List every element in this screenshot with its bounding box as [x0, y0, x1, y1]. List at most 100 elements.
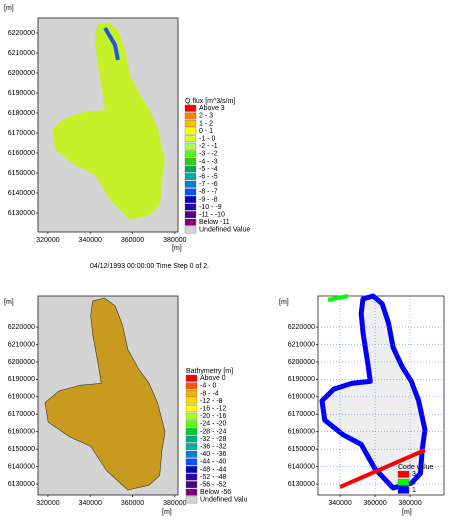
y-tick-label: 6170000	[8, 411, 35, 418]
legend-swatch	[185, 420, 198, 428]
x-tick-label: 360000	[121, 500, 144, 507]
legend-label: Undefined Value	[199, 227, 250, 234]
domain-shape	[52, 22, 165, 220]
x-tick-label: 360000	[121, 237, 144, 244]
legend-swatch	[185, 450, 198, 458]
y-tick-label: 6210000	[8, 341, 35, 348]
domain-shape	[319, 293, 428, 491]
x-axis-label: [m]	[162, 509, 172, 516]
legend-swatch	[184, 135, 197, 143]
legend-label: 2 - 3	[199, 113, 213, 120]
legend-label: 2	[412, 479, 416, 486]
y-tick-label: 6200000	[288, 359, 315, 366]
x-axis-label: [m]	[172, 245, 182, 252]
legend-title: Bathymetry [m]	[186, 368, 233, 375]
legend-swatch	[185, 443, 198, 451]
legend-swatch	[184, 142, 197, 150]
boundary-code-2	[327, 294, 349, 302]
legend-swatch	[184, 150, 197, 158]
legend-label: Above 0	[200, 375, 226, 382]
legend-swatch	[185, 382, 198, 390]
y-tick-label: 6150000	[288, 446, 315, 453]
legend-swatch	[397, 486, 410, 494]
legend-label: -44 - -40	[200, 459, 227, 466]
y-tick-label: 6140000	[8, 190, 35, 197]
legend-label: -12 - -8	[200, 398, 223, 405]
y-tick-label: 6190000	[8, 90, 35, 97]
legend-swatch	[185, 390, 198, 397]
y-tick-label: 6180000	[8, 394, 35, 401]
y-tick-label: 6220000	[8, 324, 35, 331]
legend-label: -4 - -3	[199, 158, 218, 165]
x-tick-label: 360000	[363, 500, 386, 507]
legend-label: -8 - -4	[200, 390, 219, 397]
legend-swatch	[184, 196, 197, 203]
domain-shape	[44, 297, 166, 491]
y-tick-label: 6170000	[8, 130, 35, 137]
legend-title: Q flux [m^3/s/m]	[185, 98, 235, 105]
legend-swatch	[184, 158, 197, 165]
x-tick-label: 320000	[36, 237, 59, 244]
legend-label: -7 - -6	[199, 181, 218, 188]
legend-label: -20 - -16	[200, 413, 227, 420]
legend-label: 0 - 1	[199, 128, 213, 135]
x-tick-label: 380000	[163, 237, 186, 244]
legend-label: -52 - -48	[200, 474, 227, 481]
legend-swatch	[185, 458, 198, 466]
legend-label: -11 - -10	[199, 212, 225, 219]
legend-swatch	[185, 481, 198, 489]
legend-swatch	[185, 466, 198, 473]
y-tick-label: 6150000	[8, 446, 35, 453]
legend-label: -8 - -7	[199, 189, 218, 196]
y-axis-label: [m]	[4, 5, 14, 12]
legend-swatch	[397, 478, 410, 486]
y-tick-label: 6190000	[288, 376, 315, 383]
legend-label: -6 - -5	[199, 174, 218, 181]
legend-label: Above 3	[199, 105, 225, 112]
legend-swatch	[184, 188, 197, 196]
x-tick-label: 340000	[328, 500, 351, 507]
caption: 04/12/1993 00:00:00 Time Step 0 of 2.	[90, 263, 209, 270]
legend-label: -40 - -36	[200, 451, 227, 458]
y-tick-label: 6130000	[8, 210, 35, 217]
legend-swatch	[185, 428, 198, 435]
legend-label: -36 - -32	[200, 444, 227, 451]
x-tick-label: 380000	[163, 500, 186, 507]
legend-swatch	[185, 397, 198, 405]
y-tick-label: 6180000	[8, 110, 35, 117]
legend-swatch	[185, 496, 198, 504]
legend-swatch	[184, 180, 197, 188]
legend-swatch	[397, 470, 410, 478]
legend-swatch	[184, 104, 197, 112]
boundary-code-3	[339, 448, 426, 489]
legend-swatch	[184, 127, 197, 135]
legend-label: Below -11	[199, 219, 230, 226]
y-tick-label: 6160000	[8, 150, 35, 157]
legend-label: -56 - -52	[200, 482, 227, 489]
x-tick-label: 340000	[79, 237, 102, 244]
legend-swatch	[185, 435, 198, 443]
legend-label: -48 - -44	[200, 466, 227, 473]
legend-label: -5 - -4	[199, 166, 218, 173]
channel	[103, 26, 120, 61]
legend-swatch	[185, 488, 198, 496]
y-axis-label: [m]	[279, 299, 289, 306]
legend-label: 1	[412, 487, 416, 494]
y-tick-label: 6200000	[8, 359, 35, 366]
legend-label: Undefined Valu	[200, 497, 247, 504]
y-tick-label: 6150000	[8, 170, 35, 177]
y-tick-label: 6160000	[288, 429, 315, 436]
x-tick-label: 380000	[398, 500, 421, 507]
legend-swatch	[184, 165, 197, 173]
legend-swatch	[185, 374, 198, 382]
y-axis-label: [m]	[4, 299, 14, 306]
legend-label: -4 - 0	[200, 383, 216, 390]
legend-label: -10 - -9	[199, 204, 222, 211]
legend-swatch	[184, 226, 197, 234]
y-tick-label: 6140000	[288, 463, 315, 470]
y-tick-label: 6130000	[288, 481, 315, 488]
legend-label: -32 - -28	[200, 436, 227, 443]
x-tick-label: 340000	[79, 500, 102, 507]
legend-label: -1 - 0	[199, 136, 215, 143]
